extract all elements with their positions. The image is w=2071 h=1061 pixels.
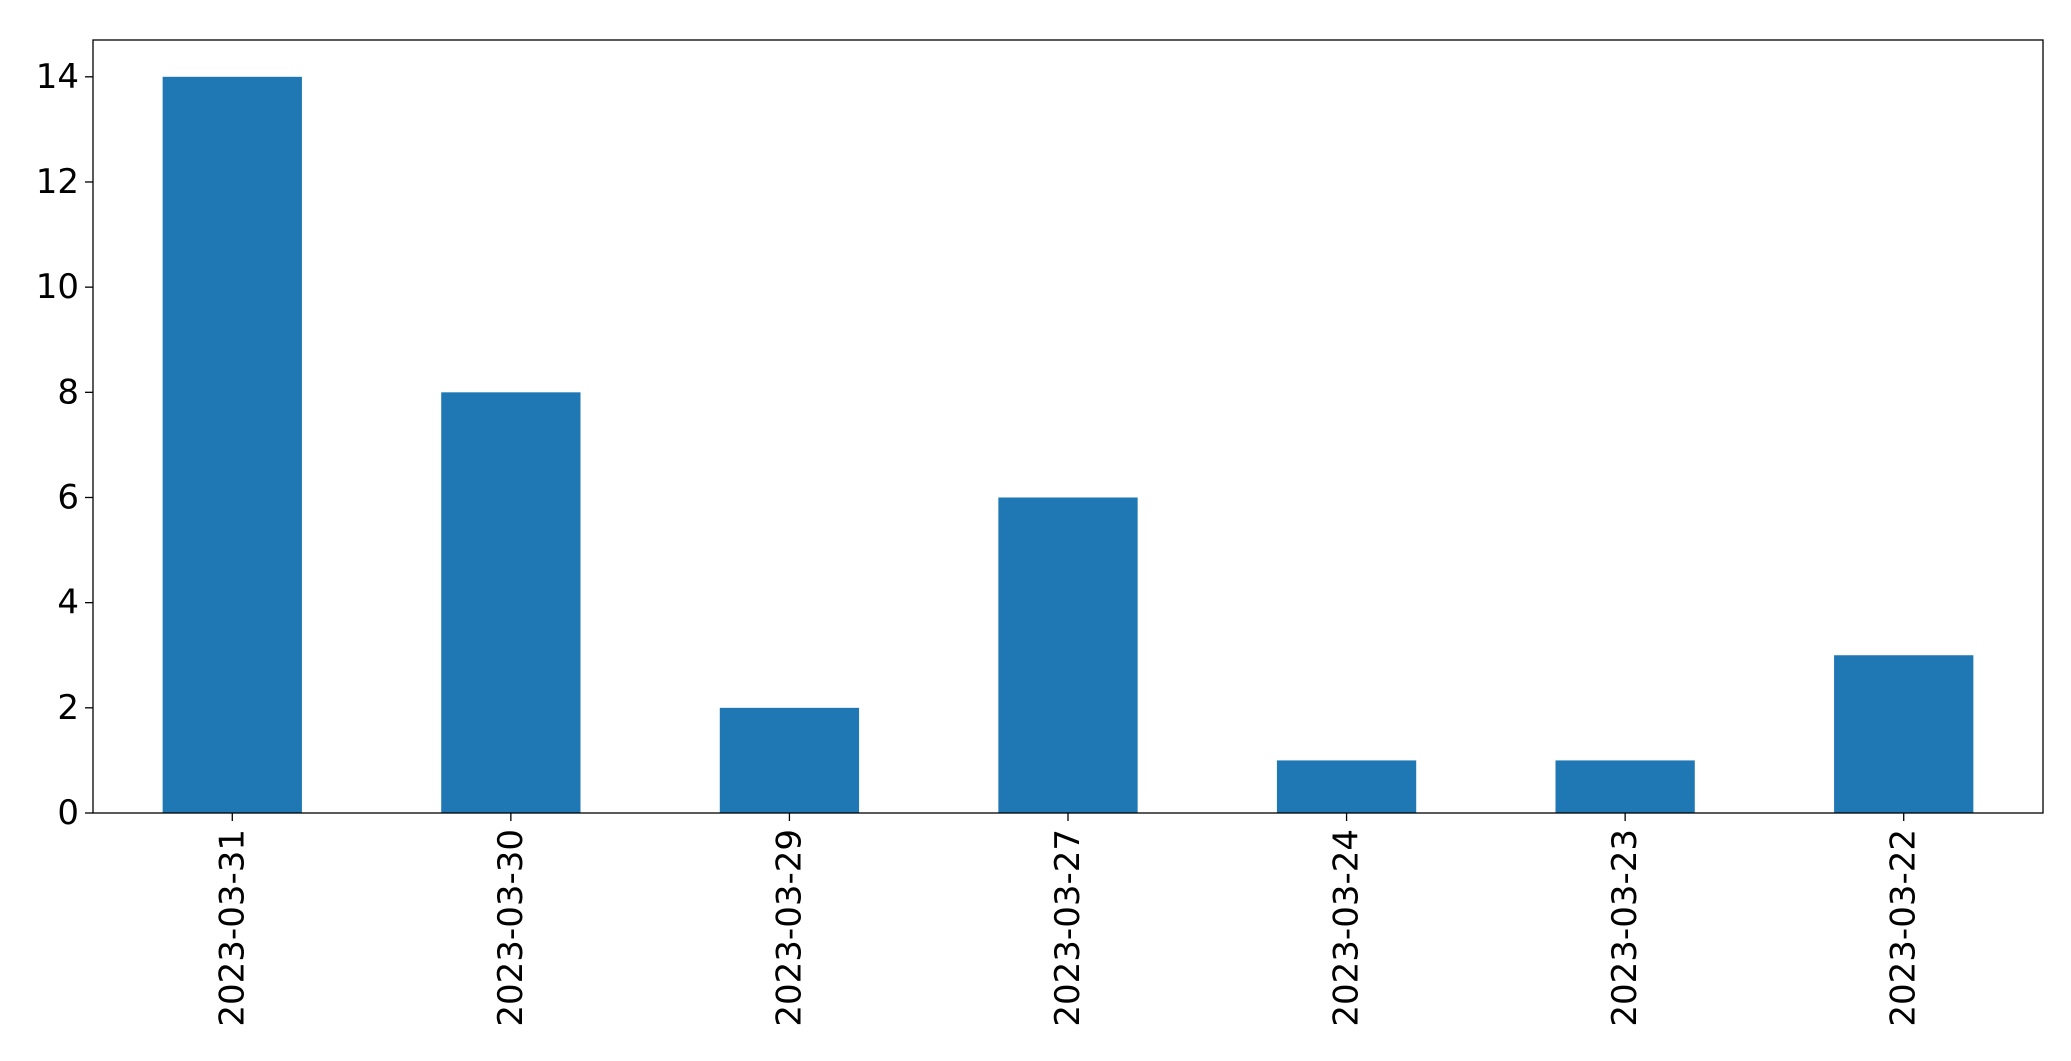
y-tick-label: 8 [57, 372, 79, 412]
y-tick-label: 0 [57, 793, 79, 833]
y-tick-label: 10 [36, 267, 79, 307]
y-tick-label: 12 [36, 162, 79, 202]
bar-2023-03-23 [1555, 760, 1695, 813]
x-tick-label: 2023-03-27 [1048, 829, 1088, 1027]
bar-2023-03-29 [719, 707, 860, 813]
x-tick-label: 2023-03-31 [212, 829, 252, 1027]
y-tick-label: 14 [36, 57, 79, 97]
bar-2023-03-31 [162, 76, 302, 814]
y-tick-label: 2 [57, 688, 79, 728]
bars-layer [162, 76, 1974, 814]
x-tick-label: 2023-03-29 [769, 829, 809, 1027]
x-axis: 2023-03-31 2023-03-30 2023-03-29 2023-03-27… [212, 813, 1924, 1027]
axes-frame [92, 39, 2044, 814]
y-tick-label: 4 [57, 583, 79, 623]
bar-2023-03-27 [998, 497, 1138, 813]
bar-2023-03-24 [1276, 760, 1417, 813]
y-tick-label: 6 [57, 477, 79, 517]
bar-2023-03-30 [441, 392, 581, 813]
y-axis: 0 2 4 6 8 10 12 14 [36, 57, 93, 833]
x-tick-label: 2023-03-30 [491, 829, 531, 1027]
x-tick-label: 2023-03-24 [1327, 829, 1367, 1027]
bar-2023-03-22 [1834, 655, 1974, 813]
x-tick-label: 2023-03-23 [1605, 829, 1645, 1027]
x-tick-label: 2023-03-22 [1884, 829, 1924, 1027]
